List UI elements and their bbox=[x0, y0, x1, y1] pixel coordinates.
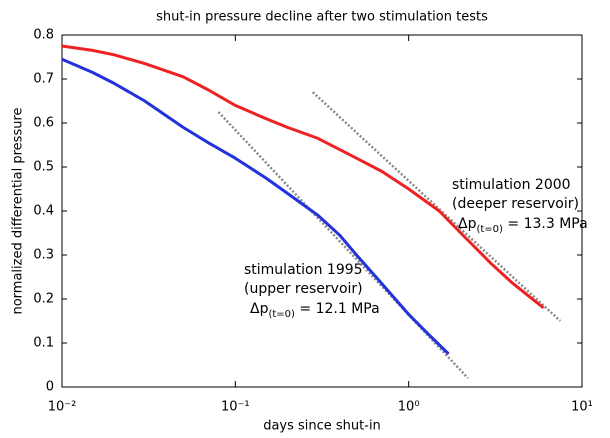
x-tick-label: 10⁻² bbox=[48, 400, 77, 415]
annotation-text: (upper reservoir) bbox=[244, 281, 363, 297]
x-tick-label: 10¹ bbox=[571, 400, 593, 415]
data-line bbox=[61, 44, 545, 309]
y-tick-label: 0.5 bbox=[33, 160, 54, 175]
y-tick-label: 0 bbox=[46, 380, 54, 395]
annotation-text: stimulation 1995 bbox=[244, 262, 363, 278]
y-axis-label: normalized differential pressure bbox=[11, 107, 26, 314]
y-tick-label: 0.2 bbox=[33, 292, 54, 307]
reference-line bbox=[311, 91, 562, 322]
annotation-part: Δp bbox=[458, 216, 477, 232]
annotation-part: (t=0) bbox=[476, 224, 503, 235]
annotation-pressure: Δp(t=0) = 12.1 MPa bbox=[250, 301, 380, 320]
y-tick-label: 0.1 bbox=[33, 336, 54, 351]
annotation-part: = 12.1 MPa bbox=[295, 301, 380, 317]
chart-title: shut-in pressure decline after two stimu… bbox=[156, 10, 488, 25]
y-tick-label: 0.6 bbox=[33, 116, 54, 131]
annotation-part: (t=0) bbox=[268, 309, 295, 320]
x-tick-label: 10⁰ bbox=[398, 400, 420, 415]
annotation-part: = 13.3 MPa bbox=[503, 216, 588, 232]
x-tick-label: 10⁻¹ bbox=[221, 400, 250, 415]
y-tick-label: 0.4 bbox=[33, 204, 54, 219]
x-axis-label: days since shut-in bbox=[263, 419, 381, 434]
annotation-text: (deeper reservoir) bbox=[452, 196, 579, 212]
y-tick-label: 0.8 bbox=[33, 28, 54, 43]
annotation-text: stimulation 2000 bbox=[452, 177, 571, 193]
y-tick-label: 0.7 bbox=[33, 72, 54, 87]
y-tick-label: 0.3 bbox=[33, 248, 54, 263]
data-line bbox=[61, 57, 450, 356]
annotation-part: Δp bbox=[250, 301, 269, 317]
annotation-pressure: Δp(t=0) = 13.3 MPa bbox=[458, 216, 588, 235]
